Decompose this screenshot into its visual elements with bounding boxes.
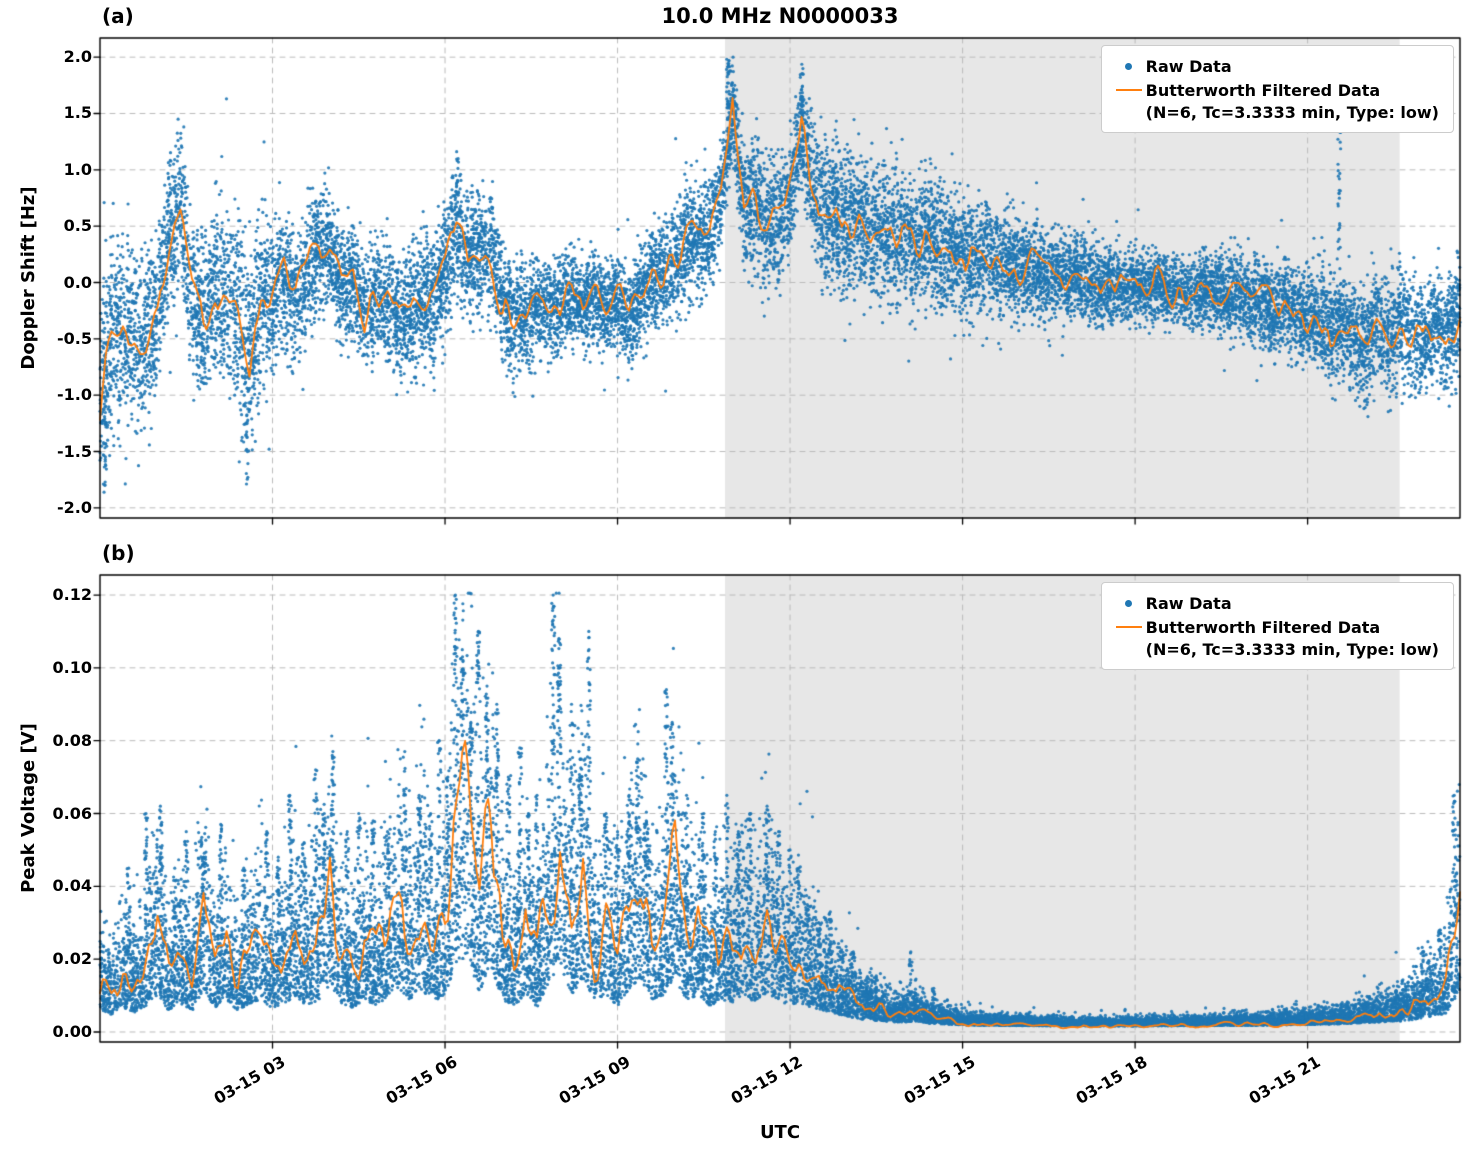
y-tick-label-b: 0.00 (52, 1021, 92, 1041)
y-tick-label-a: 1.5 (63, 103, 92, 123)
y-tick-label-a: 0.0 (63, 272, 92, 292)
legend-raw-label: Raw Data (1145, 593, 1232, 613)
legend-filtered-sublabel: (N=6, Tc=3.3333 min, Type: low) (1145, 103, 1439, 122)
y-tick-label-a: 1.0 (63, 159, 92, 179)
panel-a-label: (a) (102, 4, 134, 28)
raw-data-dot-icon (1112, 62, 1146, 70)
y-tick-label-a: -1.0 (57, 385, 92, 405)
legend-filtered-sublabel: (N=6, Tc=3.3333 min, Type: low) (1145, 640, 1439, 659)
y-tick-label-b: 0.12 (52, 585, 92, 605)
legend-raw-label: Raw Data (1145, 56, 1232, 76)
filtered-line-icon (1112, 626, 1146, 628)
panel-b-label: (b) (102, 541, 135, 565)
y-tick-label-b: 0.06 (52, 803, 92, 823)
y-tick-label-b: 0.02 (52, 949, 92, 969)
filtered-line-icon (1112, 89, 1146, 91)
x-axis-label: UTC (759, 1122, 801, 1143)
legend-entry-filtered: Butterworth Filtered Data (1112, 615, 1439, 639)
y-tick-label-b: 0.04 (52, 876, 92, 896)
legend-entry-raw: Raw Data (1112, 54, 1439, 78)
y-tick-label-b: 0.08 (52, 730, 92, 750)
y-tick-label-a: -0.5 (57, 328, 92, 348)
raw-data-dot-icon (1112, 599, 1146, 607)
y-tick-label-a: 2.0 (63, 47, 92, 67)
legend-entry-filtered: Butterworth Filtered Data (1112, 78, 1439, 102)
legend-entry-raw: Raw Data (1112, 591, 1439, 615)
chart-title: 10.0 MHz N0000033 (661, 4, 899, 28)
y-tick-label-b: 0.10 (52, 657, 92, 677)
y-tick-label-a: -1.5 (57, 441, 92, 461)
legend-b: Raw Data Butterworth Filtered Data (N=6,… (1100, 582, 1454, 670)
legend-a: Raw Data Butterworth Filtered Data (N=6,… (1100, 45, 1454, 133)
y-tick-label-a: -2.0 (57, 497, 92, 517)
y-tick-label-a: 0.5 (63, 216, 92, 236)
legend-filtered-label: Butterworth Filtered Data (1145, 617, 1381, 637)
legend-filtered-label: Butterworth Filtered Data (1145, 80, 1381, 100)
